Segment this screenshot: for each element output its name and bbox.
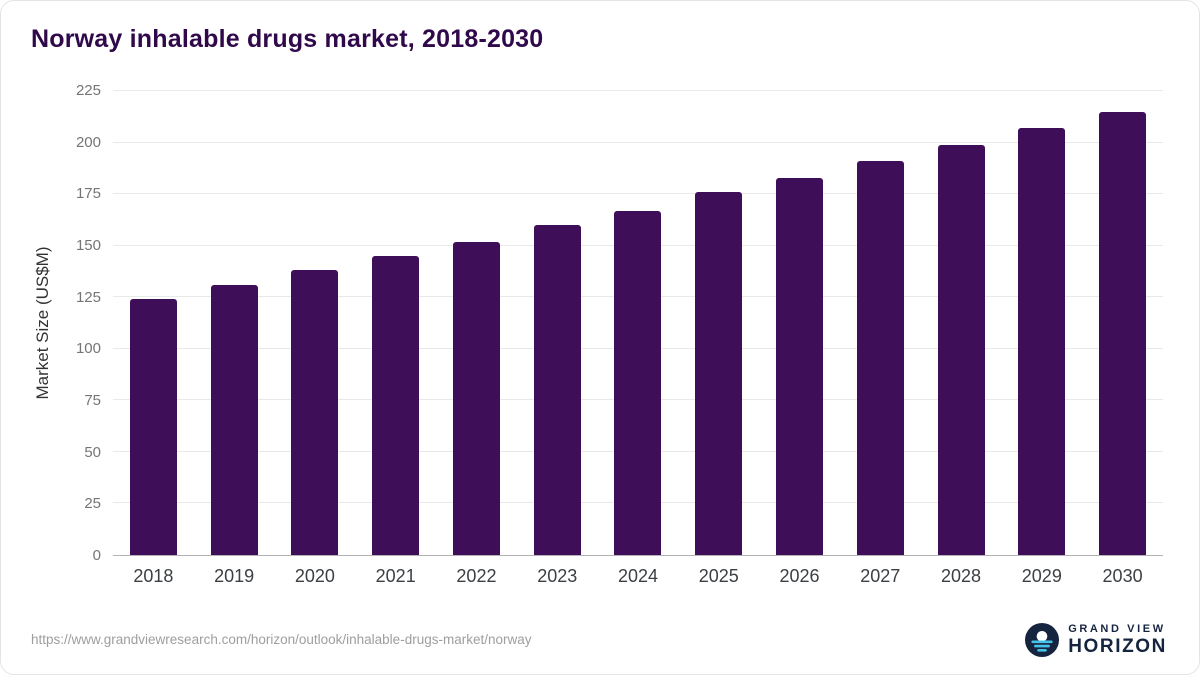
bar-column bbox=[113, 91, 194, 555]
x-tick-label: 2024 bbox=[617, 566, 658, 586]
gridline bbox=[113, 90, 1163, 91]
bar-2026 bbox=[776, 177, 823, 555]
bar-column bbox=[840, 91, 921, 555]
bar-column bbox=[678, 91, 759, 555]
bar-2028 bbox=[937, 144, 985, 555]
x-tick-label: 2023 bbox=[537, 566, 578, 586]
x-tick-label: 2027 bbox=[860, 566, 901, 586]
bar-2020 bbox=[291, 270, 339, 555]
y-tick-label: 75 bbox=[84, 392, 101, 410]
bar-2018 bbox=[129, 299, 177, 555]
logo-horizon: HORIZON bbox=[1068, 635, 1167, 657]
x-tick-label: 2025 bbox=[698, 566, 739, 586]
x-tick-label: 2028 bbox=[941, 566, 982, 586]
bar-2019 bbox=[210, 284, 258, 555]
bar-column bbox=[355, 91, 436, 555]
y-tick-label: 175 bbox=[75, 185, 101, 203]
x-tick-label: 2018 bbox=[133, 566, 174, 586]
bar-column bbox=[194, 91, 275, 555]
bar-2021 bbox=[372, 255, 420, 555]
plot-area bbox=[113, 90, 1163, 556]
y-tick-label: 100 bbox=[75, 340, 101, 358]
bar-column bbox=[598, 91, 679, 555]
x-tick-label: 2020 bbox=[294, 566, 335, 586]
y-tick-label: 0 bbox=[92, 547, 101, 564]
bar-2029 bbox=[1018, 128, 1066, 555]
gridline bbox=[113, 141, 1163, 143]
x-tick-label: 2022 bbox=[456, 566, 497, 586]
y-tick-label: 125 bbox=[75, 288, 101, 306]
x-tick-label: 2026 bbox=[779, 566, 820, 586]
y-axis-ticks: 0 25 50 75 100 125 150 175 200 225 bbox=[1, 82, 101, 564]
bar-2024 bbox=[614, 210, 662, 555]
chart-title: Norway inhalable drugs market, 2018-2030 bbox=[31, 25, 544, 53]
bar-2025 bbox=[695, 192, 743, 555]
logo-text: GRAND VIEW HORIZON bbox=[1068, 623, 1167, 657]
x-axis-labels: 2018 2019 2020 2021 2022 2023 2024 2025 2026 2027… bbox=[113, 566, 1163, 587]
bar-2030 bbox=[1099, 111, 1147, 555]
gridline bbox=[113, 193, 1163, 195]
y-tick-label: 25 bbox=[84, 495, 101, 513]
bar-column bbox=[517, 91, 598, 555]
y-tick-label: 50 bbox=[84, 443, 101, 461]
horizon-logo-icon bbox=[1025, 623, 1060, 658]
bar-column bbox=[1001, 91, 1082, 555]
bar-2022 bbox=[452, 241, 500, 555]
grandview-horizon-logo: GRAND VIEW HORIZON bbox=[1025, 623, 1167, 658]
bar-2027 bbox=[856, 161, 904, 555]
y-tick-label: 150 bbox=[75, 237, 101, 255]
source-url: https://www.grandviewresearch.com/horizo… bbox=[31, 632, 532, 647]
logo-grand-view: GRAND VIEW bbox=[1068, 623, 1166, 635]
x-tick-label: 2030 bbox=[1102, 566, 1143, 586]
bar-2023 bbox=[533, 225, 581, 555]
x-tick-label: 2021 bbox=[375, 566, 416, 586]
bar-column bbox=[1082, 91, 1163, 555]
bar-column bbox=[759, 91, 840, 555]
bar-column bbox=[921, 91, 1002, 555]
bar-column bbox=[275, 91, 356, 555]
x-tick-label: 2019 bbox=[214, 566, 255, 586]
y-tick-label: 200 bbox=[75, 133, 101, 151]
y-tick-label: 225 bbox=[75, 82, 101, 99]
x-tick-label: 2029 bbox=[1021, 566, 1062, 586]
bars-row bbox=[113, 91, 1163, 555]
bar-column bbox=[436, 91, 517, 555]
